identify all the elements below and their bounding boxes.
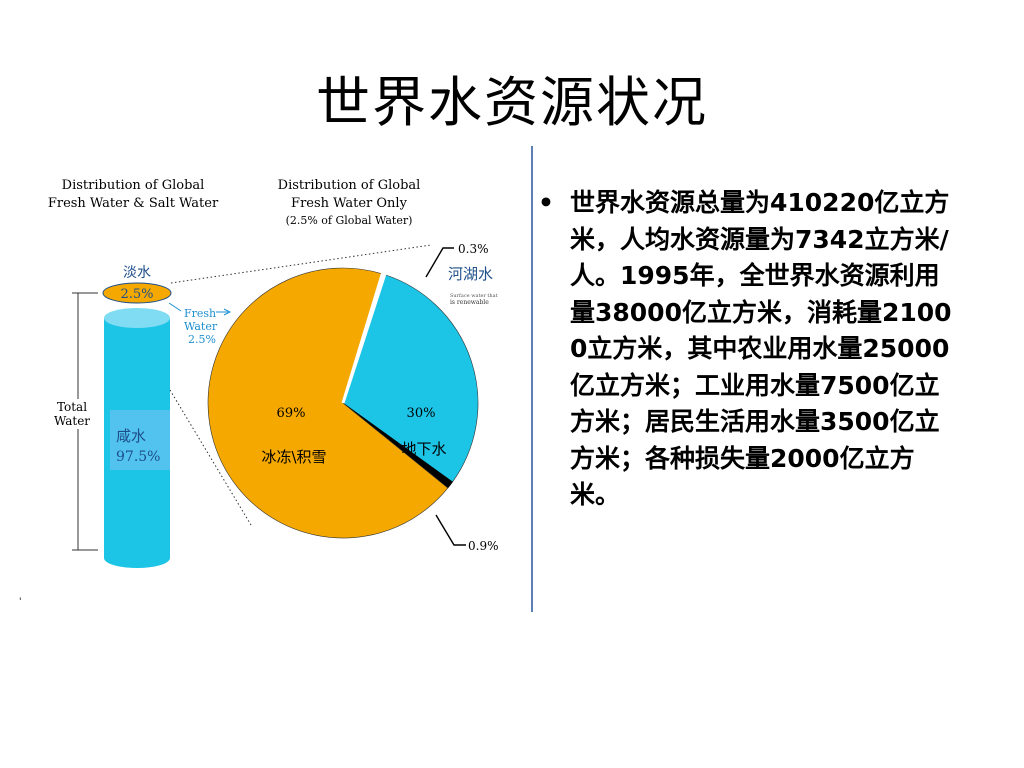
salt-water-label: 咸水: [116, 427, 146, 445]
salt-label-box: [110, 410, 170, 470]
cylinder-bottom: [104, 548, 170, 568]
water-distribution-figure: Distribution of Global Fresh Water & Sal…: [36, 165, 516, 585]
vertical-divider: [531, 146, 533, 612]
right-heading-line-2: Fresh Water Only: [291, 196, 408, 211]
fresh-en-line-3: 2.5%: [188, 333, 216, 346]
pie-slice-groundwater: [342, 274, 479, 483]
lake-pct-label: 0.3%: [458, 242, 489, 256]
fresh-water-pct: 2.5%: [120, 287, 153, 302]
bullet-text: 世界水资源总量为410220亿立方米，人均水资源量为7342立方米/人。1995…: [570, 188, 952, 509]
fresh-water-pie: [207, 267, 479, 539]
left-heading-line-2: Fresh Water & Salt Water: [48, 196, 219, 211]
pie-slice-lakes-rivers: [341, 271, 387, 404]
fresh-water-disc: [102, 282, 172, 304]
lake-label: 河湖水: [448, 265, 493, 283]
pie-slice-ice-snow: [207, 267, 449, 539]
total-water-line-2: Water: [54, 414, 90, 428]
stray-mark: ': [19, 597, 22, 607]
lake-note-line-1: Surface water that: [450, 293, 498, 299]
water-distribution-chart: Distribution of Global Fresh Water & Sal…: [48, 178, 499, 568]
ground-label: 地下水: [401, 440, 446, 458]
right-heading-line-1: Distribution of Global: [278, 178, 421, 193]
other-pct-label: 0.9%: [468, 539, 499, 553]
bullet-marker: •: [538, 188, 554, 217]
fresh-en-line-1: Fresh: [184, 307, 216, 320]
lake-note-line-2: is renewable: [450, 299, 489, 306]
slide-title: 世界水资源状况: [316, 71, 708, 134]
fresh-en-line-2: Water: [184, 320, 218, 333]
fresh-water-label: 淡水: [123, 265, 151, 281]
cylinder-top: [104, 308, 170, 328]
salt-water-pct: 97.5%: [116, 449, 160, 465]
left-heading-line-1: Distribution of Global: [62, 178, 205, 193]
ground-pct-label: 30%: [407, 406, 436, 421]
total-water-line-1: Total: [57, 400, 87, 414]
ice-label: 冰冻\积雪: [261, 448, 326, 466]
bullet-list: • 世界水资源总量为410220亿立方米，人均水资源量为7342立方米/人。19…: [538, 185, 958, 514]
ice-pct-label: 69%: [277, 406, 306, 421]
right-heading-line-3: (2.5% of Global Water): [286, 214, 413, 227]
